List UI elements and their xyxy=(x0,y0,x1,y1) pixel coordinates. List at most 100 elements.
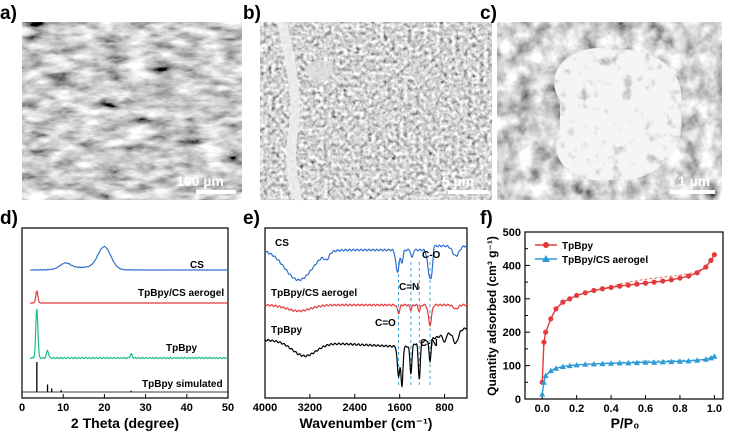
isotherm-point xyxy=(703,264,709,270)
ftir-series-line xyxy=(264,244,468,282)
isotherm-point xyxy=(543,329,549,335)
isotherm-point xyxy=(651,279,657,285)
ftir-x-tick-label: 800 xyxy=(435,402,453,414)
ftir-x-tick-label: 2400 xyxy=(343,402,367,414)
isotherm-point xyxy=(634,281,640,287)
xrd-x-tick-label: 40 xyxy=(181,402,193,414)
isotherm-point xyxy=(559,363,566,370)
isotherm-point xyxy=(541,339,547,345)
isotherm-point xyxy=(540,379,547,385)
isotherm-point xyxy=(633,359,640,366)
isotherm-x-tick-label: 0.0 xyxy=(535,403,550,415)
isotherm-point xyxy=(660,278,666,284)
isotherm-point xyxy=(668,358,675,365)
xrd-x-tick-label: 50 xyxy=(222,402,234,414)
isotherm-x-axis-title: P/P₀ xyxy=(611,415,640,431)
ftir-series-label-aerogel: TpBpy/CS aerogel xyxy=(271,288,357,299)
xrd-series-label-aerogel: TpBpy/CS aerogel xyxy=(138,288,224,299)
isotherm-point xyxy=(694,357,701,363)
isotherm-point xyxy=(548,316,554,322)
panel-label-f: f) xyxy=(480,208,493,229)
isotherm-point xyxy=(566,362,573,369)
ftir-annotation-co-single: C-O xyxy=(422,250,441,261)
ftir-x-axis-title: Wavenumber (cm⁻¹) xyxy=(300,415,433,431)
isotherm-point xyxy=(711,252,717,258)
isotherm-point xyxy=(625,282,631,288)
ftir-series-line xyxy=(264,327,468,388)
isotherm-x-tick-label: 1.0 xyxy=(707,403,722,415)
isotherm-point xyxy=(625,359,632,366)
isotherm-chart: 0.0 0.2 0.4 0.6 0.8 1.0 0 100 200 300 400 500 TpBpy… xyxy=(485,227,724,431)
xrd-x-tick-label: 0 xyxy=(19,402,25,414)
isotherm-point xyxy=(599,286,606,292)
ftir-annotation-cn-single: C-N xyxy=(420,338,438,349)
isotherm-point xyxy=(539,390,546,397)
sem-image-b: 5 µm xyxy=(260,20,492,201)
ftir-series-label-tpbpy: TpBpy xyxy=(271,325,303,336)
panel-label-b: b) xyxy=(243,3,261,24)
ftir-annotation-co-double: C=O xyxy=(375,318,396,329)
xrd-chart: 0 10 20 30 40 50 CS TpBpy/CS aerogel TpBpy Tp… xyxy=(19,227,234,431)
scale-label-b: 5 µm xyxy=(442,173,474,189)
isotherm-point xyxy=(582,290,588,296)
isotherm-point xyxy=(707,354,714,361)
isotherm-point xyxy=(573,361,580,368)
isotherm-x-tick-label: 0.8 xyxy=(672,403,687,415)
ftir-x-tick-label: 3200 xyxy=(298,402,322,414)
ftir-series-label-cs: CS xyxy=(275,238,289,249)
isotherm-point xyxy=(685,357,692,364)
isotherm-point xyxy=(608,360,615,366)
ftir-chart: 4000 3200 2400 1600 800 CS TpBpy/CS aerogel … xyxy=(253,227,468,431)
isotherm-x-tick-label: 0.2 xyxy=(569,403,584,415)
scale-label-c: 1 µm xyxy=(678,173,710,189)
ftir-axes-frame xyxy=(264,227,468,399)
isotherm-point xyxy=(711,353,718,359)
xrd-series-line xyxy=(30,289,228,304)
isotherm-y-tick-label: 200 xyxy=(503,327,521,339)
ftir-x-tick-label: 4000 xyxy=(253,402,277,414)
xrd-series-label-cs: CS xyxy=(190,260,204,271)
panel-label-d: d) xyxy=(0,208,18,229)
scale-bar-b xyxy=(448,190,488,194)
xrd-x-tick-label: 20 xyxy=(98,402,110,414)
isotherm-y-tick-label: 0 xyxy=(515,394,521,406)
xrd-x-tick-label: 10 xyxy=(57,402,69,414)
isotherm-point xyxy=(659,358,666,365)
isotherm-point xyxy=(676,358,683,364)
isotherm-point xyxy=(694,270,700,276)
ftir-x-tick-label: 1600 xyxy=(387,402,411,414)
isotherm-legend: TpBpy TpBpy/CS aerogel xyxy=(535,241,648,266)
ftir-series-line xyxy=(264,303,468,327)
xrd-axes-frame xyxy=(21,227,229,399)
isotherm-y-axis-title: Quantity adsorbed (cm³ g⁻¹) xyxy=(485,236,499,396)
isotherm-point xyxy=(702,356,709,362)
panel-label-c: c) xyxy=(480,3,497,24)
xrd-series-label-tpbpy: TpBpy xyxy=(166,343,198,354)
isotherm-point xyxy=(590,360,597,367)
isotherm-point xyxy=(677,275,683,281)
isotherm-point xyxy=(542,372,549,379)
isotherm-point xyxy=(574,292,580,299)
xrd-series-label-simulated: TpBpy simulated xyxy=(142,379,223,390)
isotherm-point xyxy=(599,360,606,367)
isotherm-point xyxy=(608,284,614,291)
panel-label-a: a) xyxy=(0,3,17,24)
fiber-strand xyxy=(277,20,302,201)
isotherm-point xyxy=(668,277,674,283)
isotherm-point xyxy=(553,306,559,312)
isotherm-point xyxy=(651,359,658,365)
isotherm-y-tick-label: 100 xyxy=(503,361,521,373)
isotherm-point xyxy=(547,367,554,374)
xrd-x-tick-label: 30 xyxy=(139,402,151,414)
isotherm-x-tick-label: 0.6 xyxy=(638,403,653,415)
xrd-series-line xyxy=(29,245,229,271)
sem-image-c: 1 µm xyxy=(497,22,722,200)
scale-label-a: 100 µm xyxy=(176,173,224,189)
isotherm-point xyxy=(552,365,559,371)
isotherm-x-tick-label: 0.4 xyxy=(603,403,619,415)
isotherm-point xyxy=(582,361,589,367)
ftir-annotation-cn-double: C=N xyxy=(399,282,419,293)
isotherm-point xyxy=(560,299,566,305)
sem-image-a: 100 µm xyxy=(22,22,242,200)
